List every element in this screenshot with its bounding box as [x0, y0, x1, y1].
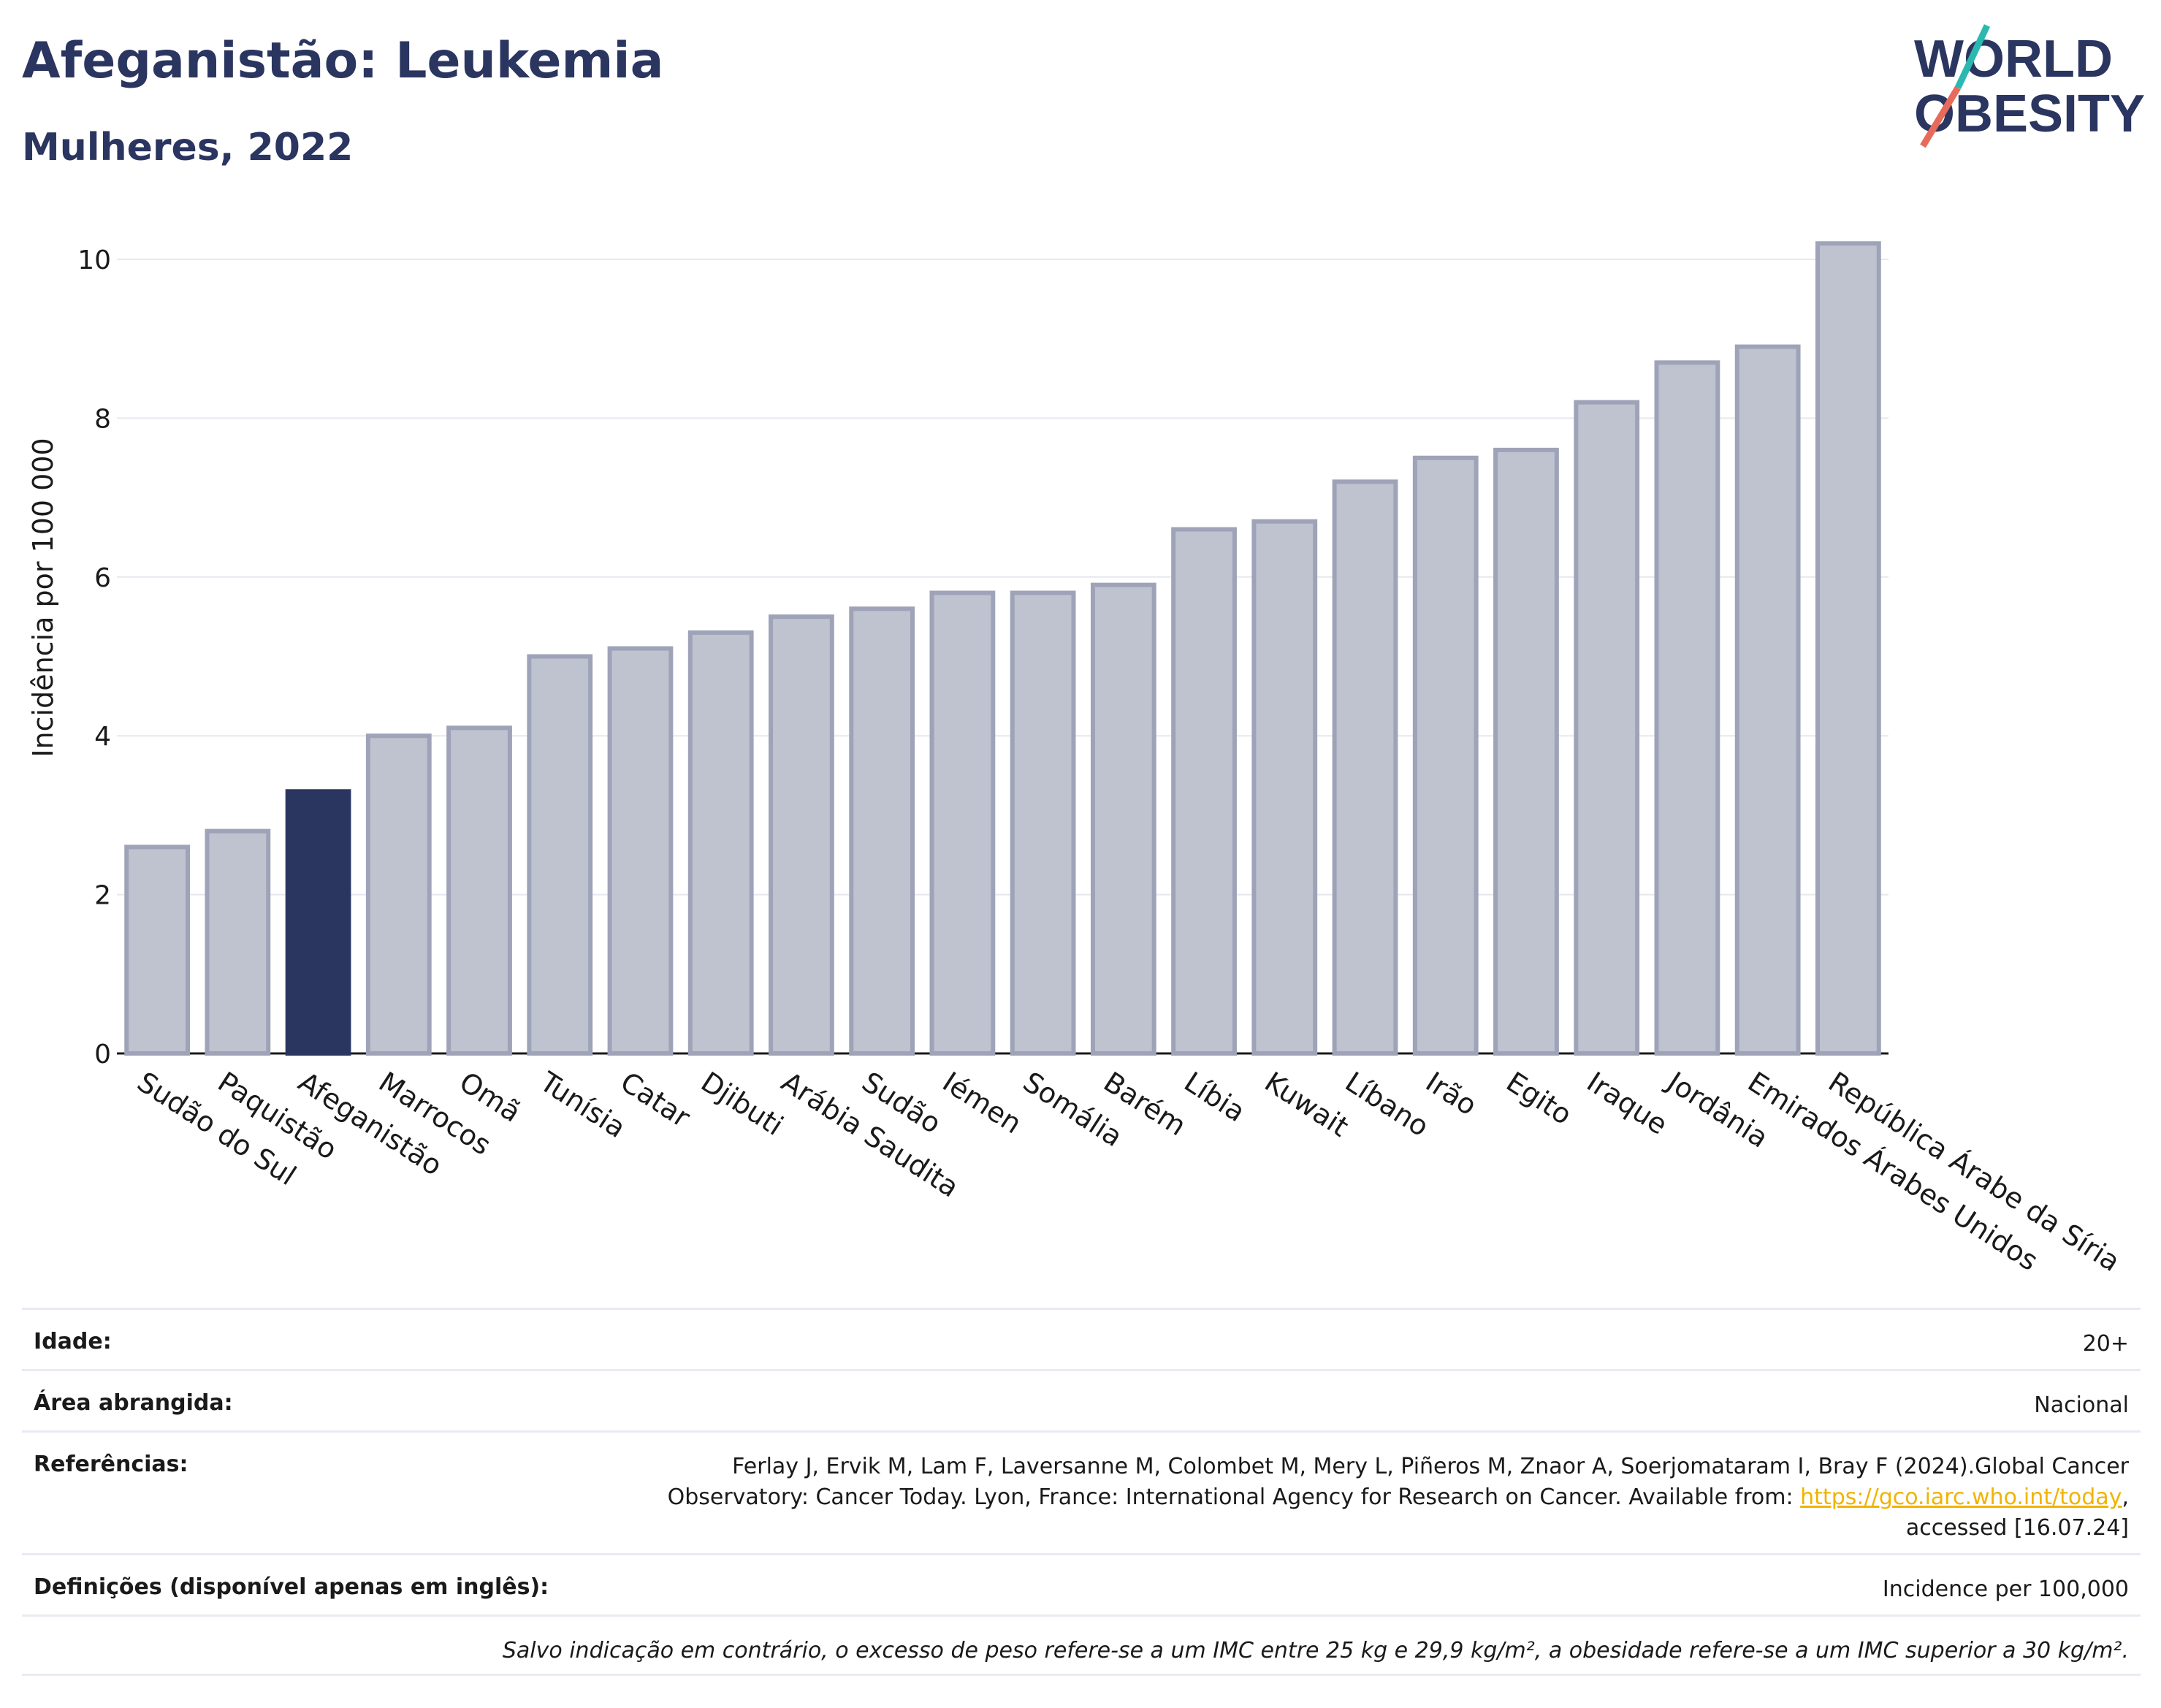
x-tick-label: Egito [1501, 1066, 1577, 1132]
page-title: Afeganistão: Leukemia [22, 32, 664, 90]
logo-line1: WORLD [1914, 30, 2113, 88]
definitions-label: Definições (disponível apenas em inglês)… [34, 1574, 549, 1600]
x-tick-label: Líbano [1340, 1066, 1435, 1143]
info-row-area: Área abrangida: Nacional [22, 1369, 2141, 1430]
info-row-references: Referências: Ferlay J, Ervik M, Lam F, L… [22, 1430, 2141, 1553]
x-tick-label: Tunísia [534, 1065, 632, 1144]
bar-16 [1332, 479, 1398, 1056]
bar-13 [1090, 582, 1156, 1056]
references-value: Ferlay J, Ervik M, Lam F, Laversanne M, … [668, 1452, 2129, 1544]
bar-9 [769, 614, 834, 1056]
bar-7 [607, 646, 674, 1056]
logo-slash-teal [1954, 24, 1991, 89]
y-tick-label: 10 [77, 245, 111, 275]
page-subtitle: Mulheres, 2022 [22, 126, 354, 169]
x-tick-label: Iémen [937, 1066, 1027, 1140]
bar-6 [527, 654, 593, 1056]
bar-chart: 0 2 4 6 8 10 Sudão do SulPaquistãoAfeganistão… [27, 241, 2126, 1278]
y-axis-label: Incidência por 100 000 [27, 438, 59, 757]
bar-5 [446, 725, 512, 1056]
x-tick-label: Iraque [1581, 1066, 1673, 1141]
bar-2 [205, 828, 271, 1056]
info-row-footnote: Salvo indicação em contrário, o excesso … [22, 1614, 2141, 1676]
age-value: 20+ [2082, 1331, 2129, 1357]
references-line2-end: , [2122, 1484, 2129, 1510]
bars [124, 241, 1881, 1056]
references-line3: accessed [16.07.24] [1905, 1515, 2129, 1541]
bar-4 [365, 733, 432, 1056]
bar-21 [1734, 344, 1801, 1056]
info-table: Idade: 20+ Área abrangida: Nacional Refe… [22, 1308, 2141, 1676]
info-row-definitions: Definições (disponível apenas em inglês)… [22, 1553, 2141, 1614]
y-tick-label: 8 [94, 404, 111, 434]
x-tick-labels: Sudão do SulPaquistãoAfeganistãoMarrocos… [132, 1065, 2125, 1278]
bar-8 [687, 630, 754, 1056]
y-tick-label: 4 [94, 722, 111, 752]
bar-12 [1010, 590, 1076, 1056]
x-tick-label: Kuwait [1259, 1066, 1354, 1143]
definitions-value: Incidence per 100,000 [1882, 1577, 2129, 1602]
area-value: Nacional [2034, 1392, 2129, 1418]
references-line2: Observatory: Cancer Today. Lyon, France:… [667, 1484, 1794, 1510]
y-tick-label: 2 [94, 881, 111, 911]
y-tick-label: 0 [94, 1040, 111, 1070]
world-obesity-logo: WORLD OBESITY [1914, 24, 2145, 148]
bar-14 [1171, 527, 1237, 1056]
x-tick-label: Djibuti [695, 1066, 789, 1142]
bar-10 [849, 606, 915, 1056]
bar-20 [1654, 360, 1720, 1056]
y-tick-labels: 0 2 4 6 8 10 [77, 245, 111, 1070]
references-line1: Ferlay J, Ervik M, Lam F, Laversanne M, … [732, 1454, 2129, 1479]
bar-19 [1574, 400, 1640, 1056]
bar-18 [1493, 447, 1559, 1056]
references-label: Referências: [34, 1452, 188, 1477]
logo-slash-red [1920, 85, 1961, 148]
footnote: Salvo indicação em contrário, o excesso … [502, 1638, 2129, 1663]
bar-11 [929, 590, 996, 1056]
bar-22 [1815, 241, 1881, 1056]
bar-1 [124, 845, 191, 1056]
y-tick-label: 6 [94, 563, 111, 593]
area-label: Área abrangida: [34, 1390, 233, 1416]
info-row-age: Idade: 20+ [22, 1308, 2141, 1369]
age-label: Idade: [34, 1329, 112, 1354]
bar-17 [1412, 455, 1479, 1056]
references-link[interactable]: https://gco.iarc.who.int/today [1800, 1484, 2122, 1510]
bar-3 [285, 789, 351, 1056]
bar-15 [1251, 519, 1318, 1056]
